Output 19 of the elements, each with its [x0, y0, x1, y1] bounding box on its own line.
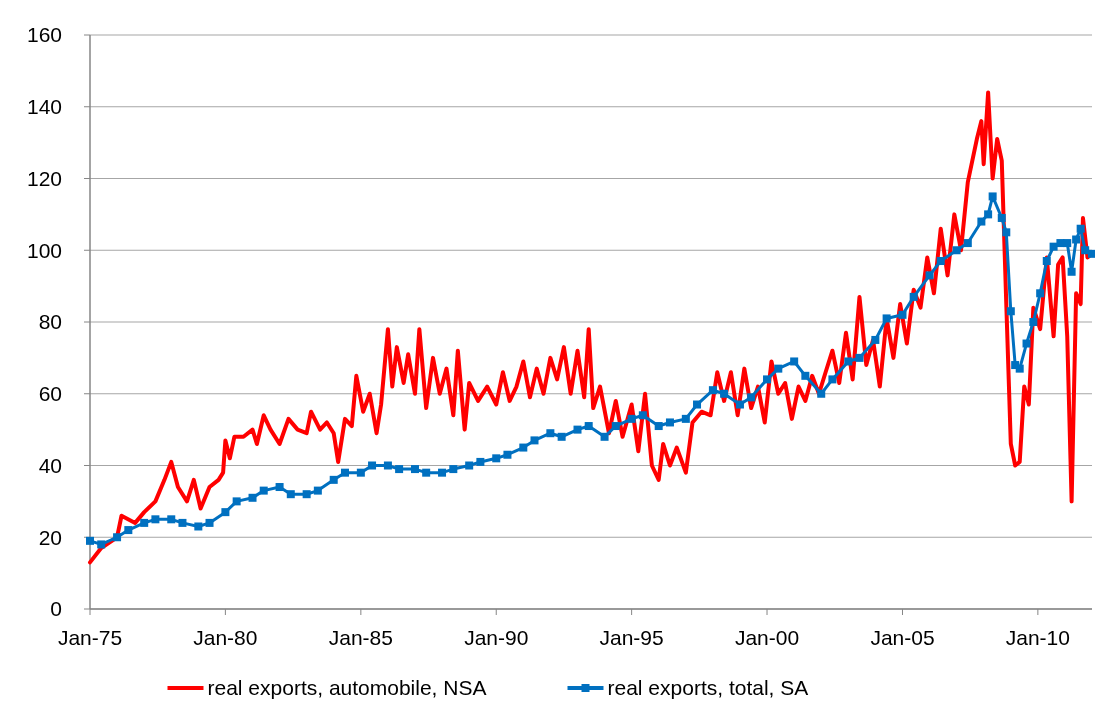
y-tick-label: 140: [26, 95, 62, 119]
x-tick-label: Jan-90: [464, 626, 529, 649]
y-tick-label: 120: [26, 166, 62, 190]
y-tick-label: 40: [38, 453, 62, 477]
y-tick-label: 20: [38, 525, 62, 549]
x-tick-label: Jan-80: [193, 626, 258, 649]
y-tick-label: 0: [50, 597, 62, 621]
legend-label: real exports, automobile, NSA: [207, 676, 487, 700]
x-tick-label: Jan-75: [57, 626, 123, 649]
y-tick-label: 160: [26, 23, 62, 47]
x-tick-label: Jan-95: [599, 626, 664, 649]
x-tick-label: Jan-00: [734, 626, 800, 649]
y-tick-label: 60: [38, 382, 62, 406]
legend-label: real exports, total, SA: [607, 676, 809, 700]
y-tick-label: 80: [38, 310, 62, 334]
x-tick-label: Jan-10: [1005, 626, 1070, 649]
x-tick-label: Jan-05: [870, 626, 935, 649]
y-tick-label: 100: [26, 238, 62, 262]
x-tick-label: Jan-85: [328, 626, 393, 649]
